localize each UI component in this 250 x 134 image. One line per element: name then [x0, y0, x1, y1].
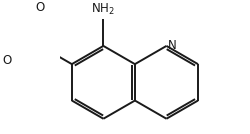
Text: O: O — [2, 54, 12, 67]
Text: N: N — [168, 39, 177, 52]
Text: O: O — [36, 1, 45, 14]
Text: NH$_2$: NH$_2$ — [92, 2, 115, 17]
